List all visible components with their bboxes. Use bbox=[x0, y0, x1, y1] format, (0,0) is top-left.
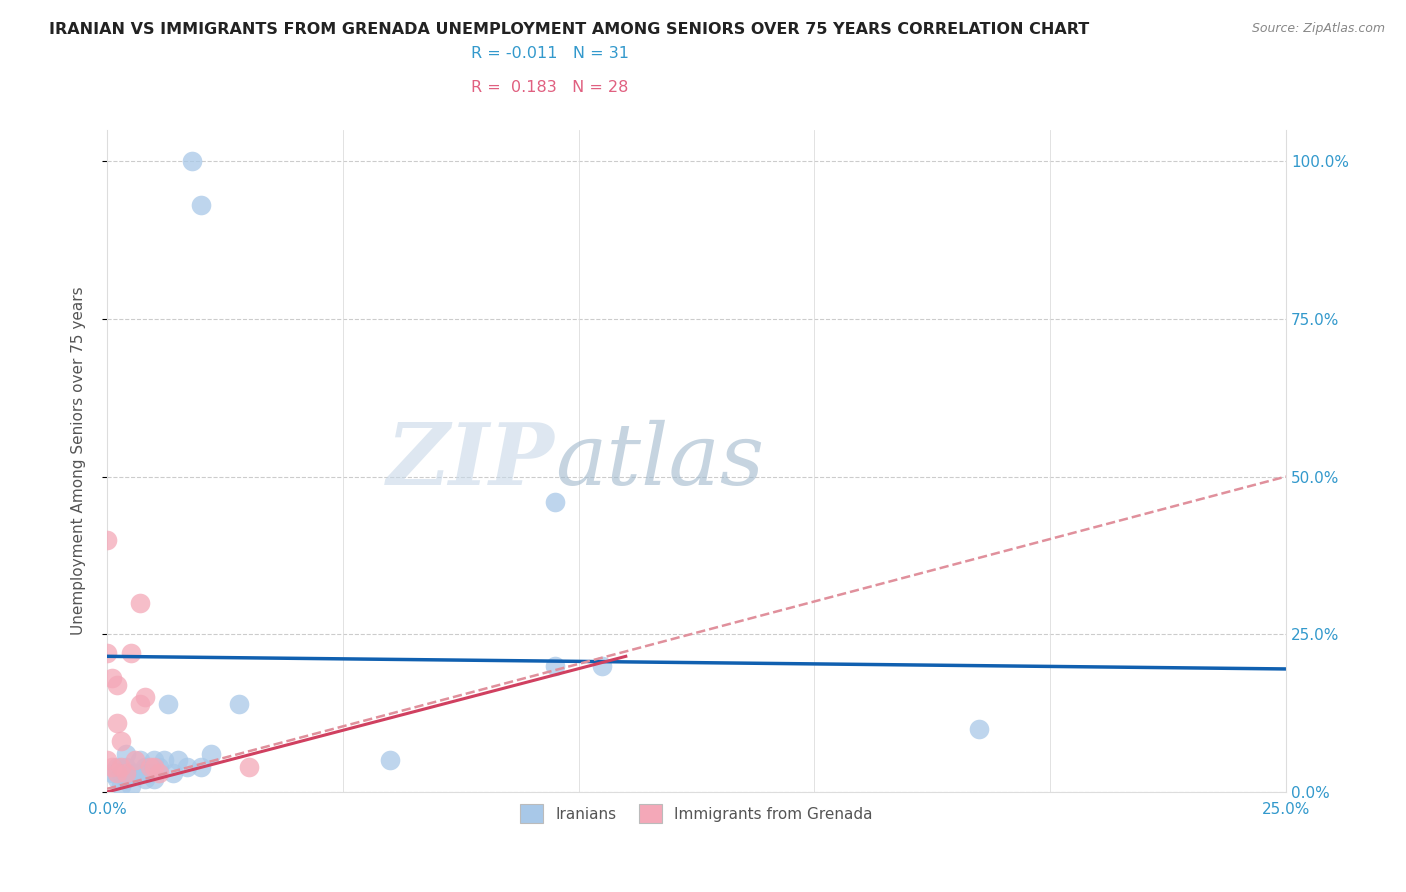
Point bbox=[120, 766, 142, 780]
Point bbox=[96, 753, 118, 767]
Point bbox=[120, 779, 142, 793]
Point bbox=[143, 772, 166, 787]
Point bbox=[969, 722, 991, 736]
Point bbox=[544, 495, 567, 509]
Point bbox=[115, 760, 138, 774]
Point bbox=[96, 533, 118, 547]
Point bbox=[115, 766, 138, 780]
Point bbox=[591, 658, 613, 673]
Point bbox=[101, 760, 124, 774]
Point bbox=[101, 766, 124, 780]
Point bbox=[110, 734, 132, 748]
Point bbox=[200, 747, 222, 761]
Point bbox=[110, 760, 132, 774]
Point bbox=[134, 772, 156, 787]
Point bbox=[176, 760, 198, 774]
Point bbox=[138, 760, 160, 774]
Text: IRANIAN VS IMMIGRANTS FROM GRENADA UNEMPLOYMENT AMONG SENIORS OVER 75 YEARS CORR: IRANIAN VS IMMIGRANTS FROM GRENADA UNEMP… bbox=[49, 22, 1090, 37]
Point bbox=[105, 678, 128, 692]
Point bbox=[129, 766, 152, 780]
Point bbox=[181, 154, 204, 169]
Point bbox=[105, 772, 128, 787]
Text: atlas: atlas bbox=[555, 419, 765, 502]
Point bbox=[152, 753, 174, 767]
Point bbox=[110, 766, 132, 780]
Legend: Iranians, Immigrants from Grenada: Iranians, Immigrants from Grenada bbox=[512, 797, 880, 830]
Point bbox=[148, 760, 170, 774]
Text: ZIP: ZIP bbox=[387, 419, 555, 502]
Point bbox=[120, 646, 142, 660]
Point bbox=[134, 690, 156, 705]
Point bbox=[134, 760, 156, 774]
Point bbox=[162, 766, 184, 780]
Point bbox=[190, 198, 212, 212]
Point bbox=[228, 697, 250, 711]
Text: Source: ZipAtlas.com: Source: ZipAtlas.com bbox=[1251, 22, 1385, 36]
Point bbox=[115, 772, 138, 787]
Point bbox=[378, 753, 401, 767]
Point bbox=[124, 766, 146, 780]
Point bbox=[110, 779, 132, 793]
Point bbox=[129, 697, 152, 711]
Text: R =  0.183   N = 28: R = 0.183 N = 28 bbox=[471, 80, 628, 95]
Point bbox=[143, 760, 166, 774]
Point bbox=[166, 753, 188, 767]
Point bbox=[148, 766, 170, 780]
Point bbox=[157, 697, 180, 711]
Point bbox=[544, 658, 567, 673]
Point bbox=[129, 753, 152, 767]
Point bbox=[105, 715, 128, 730]
Text: R = -0.011   N = 31: R = -0.011 N = 31 bbox=[471, 46, 628, 61]
Y-axis label: Unemployment Among Seniors over 75 years: Unemployment Among Seniors over 75 years bbox=[72, 286, 86, 635]
Point bbox=[101, 672, 124, 686]
Point bbox=[105, 760, 128, 774]
Point bbox=[190, 760, 212, 774]
Point bbox=[143, 753, 166, 767]
Point bbox=[124, 753, 146, 767]
Point bbox=[129, 596, 152, 610]
Point bbox=[138, 766, 160, 780]
Point bbox=[238, 760, 260, 774]
Point bbox=[105, 766, 128, 780]
Point bbox=[96, 646, 118, 660]
Point bbox=[115, 747, 138, 761]
